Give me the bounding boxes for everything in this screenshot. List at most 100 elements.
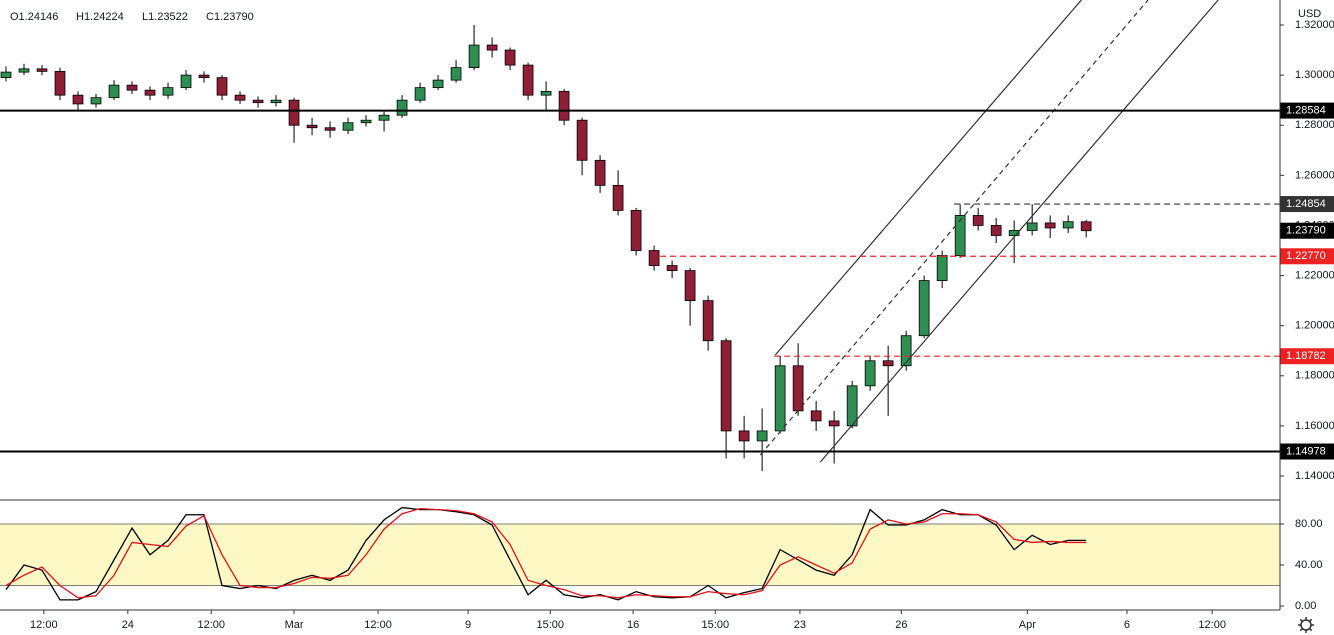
candle-body: [792, 365, 804, 412]
candle-body: [36, 68, 48, 72]
candle-body: [684, 270, 696, 302]
candle-body: [414, 87, 426, 101]
level-label-box: [1280, 248, 1334, 265]
candle-body: [252, 99, 264, 104]
currency-label: USD: [1298, 8, 1321, 20]
level-label-box: [1280, 443, 1334, 460]
candle-body: [468, 44, 480, 69]
oscillator-pane: 0.00 40.00 80.00: [0, 506, 1323, 612]
candle-body: [270, 99, 282, 104]
candle-body: [504, 49, 516, 66]
x-tick-label: 15:00: [702, 619, 730, 631]
level-label: 1.24854: [1286, 198, 1326, 210]
candle-body: [198, 74, 210, 79]
candle-body: [486, 44, 498, 51]
x-tick-label: 16: [627, 619, 639, 631]
y-tick-label: 80.00: [1295, 518, 1323, 530]
candle-body: [1062, 221, 1074, 229]
candle-body: [666, 265, 678, 271]
candle-body: [432, 79, 444, 89]
candle-body: [954, 215, 966, 256]
candle-body: [342, 122, 354, 131]
candle-body: [90, 97, 102, 105]
candle-body: [612, 184, 624, 211]
x-tick-label: 23: [794, 619, 806, 631]
candle-body: [936, 255, 948, 281]
candle-body: [990, 225, 1002, 236]
candle-body: [846, 385, 858, 427]
y-tick-label: 1.20000: [1295, 320, 1334, 332]
candle-body: [882, 360, 894, 367]
candle-body: [450, 67, 462, 81]
candle-body: [1026, 222, 1038, 231]
y-tick-label: 1.26000: [1295, 169, 1334, 181]
ohlc-low: L1.23522: [142, 11, 188, 23]
candle-body: [756, 430, 768, 442]
y-tick-label: 1.14000: [1295, 470, 1334, 482]
x-tick-label: 12:00: [30, 619, 58, 631]
candle-body: [540, 91, 552, 96]
candle-body: [558, 91, 570, 121]
candle-body: [1044, 222, 1056, 229]
candle-body: [0, 71, 12, 79]
ohlc-open: O1.24146: [10, 11, 58, 23]
candle-body: [216, 77, 228, 96]
channel-line: [819, 0, 1219, 463]
candle-body: [738, 430, 750, 442]
candle-body: [630, 210, 642, 251]
candle-body: [396, 99, 408, 116]
candle-body: [720, 340, 732, 432]
x-tick-label: Apr: [1019, 619, 1036, 631]
candle-body: [900, 335, 912, 367]
candle-body: [360, 119, 372, 124]
candle-body: [72, 94, 84, 105]
candle-body: [702, 300, 714, 342]
level-label-box: [1280, 348, 1334, 365]
candle-body: [54, 70, 66, 96]
candle-body: [594, 159, 606, 186]
oscillator-line: [5, 506, 1087, 601]
candle-body: [1008, 230, 1020, 236]
candle-body: [288, 99, 300, 126]
candle-body: [522, 64, 534, 96]
x-tick-label: Mar: [285, 619, 304, 631]
y-tick-label: 1.16000: [1295, 420, 1334, 432]
settings-icon[interactable]: [1298, 617, 1314, 633]
candle-body: [126, 84, 138, 91]
channel-line: [759, 0, 1149, 456]
level-label: 1.23790: [1286, 225, 1326, 237]
candle-body: [324, 127, 336, 131]
y-tick-label: 1.28000: [1295, 119, 1334, 131]
candle-body: [918, 280, 930, 337]
x-tick-label: 9: [465, 619, 471, 631]
ohlc-close: C1.23790: [206, 11, 254, 23]
level-label: 1.14978: [1286, 445, 1326, 457]
candle-body: [234, 94, 246, 101]
y-tick-label: 0.00: [1295, 600, 1316, 612]
y-tick-label: 1.30000: [1295, 69, 1334, 81]
channel-line: [774, 0, 1082, 356]
x-tick-label: 12:00: [1198, 619, 1226, 631]
band: [0, 523, 1280, 586]
level-label: 1.18782: [1286, 350, 1326, 362]
candle-body: [108, 84, 120, 99]
candle-body: [648, 250, 660, 266]
candle-body: [1080, 221, 1092, 232]
level-label: 1.22770: [1286, 250, 1326, 262]
candle-body: [972, 215, 984, 226]
level-label: 1.28584: [1286, 105, 1326, 117]
candle-body: [306, 124, 318, 129]
candle-body: [144, 89, 156, 96]
y-tick-label: 1.22000: [1295, 269, 1334, 281]
y-tick-label: 1.18000: [1295, 370, 1334, 382]
x-tick-label: 12:00: [364, 619, 392, 631]
candle-body: [810, 410, 822, 422]
candle-body: [18, 68, 30, 73]
level-label-box: [1280, 222, 1334, 239]
candle-body: [864, 360, 876, 387]
y-tick-label: 1.32000: [1295, 19, 1334, 31]
x-tick-label: 24: [122, 619, 134, 631]
x-tick-label: 12:00: [197, 619, 225, 631]
candle-body: [774, 365, 786, 432]
